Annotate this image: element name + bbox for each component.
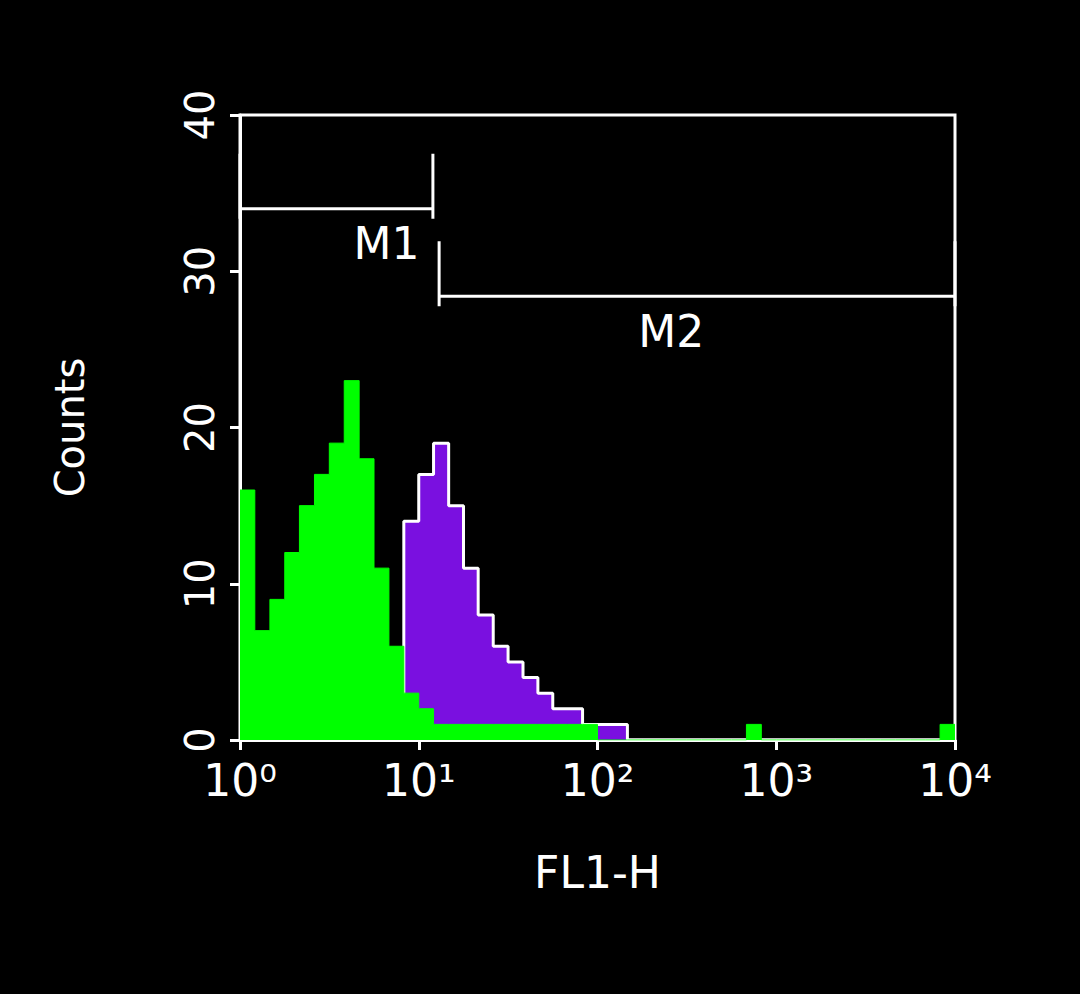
svg-text:10¹: 10¹ (382, 755, 456, 806)
svg-text:M1: M1 (353, 218, 419, 269)
svg-text:M2: M2 (638, 306, 704, 357)
svg-text:Counts: Counts (47, 358, 93, 498)
svg-text:10: 10 (177, 558, 223, 609)
svg-text:10³: 10³ (739, 755, 813, 806)
svg-text:20: 20 (177, 402, 223, 453)
svg-text:10²: 10² (561, 755, 635, 806)
svg-text:0: 0 (177, 727, 223, 752)
svg-text:FL1-H: FL1-H (534, 847, 661, 898)
svg-text:30: 30 (177, 246, 223, 297)
svg-text:10⁰: 10⁰ (203, 755, 277, 806)
svg-text:10⁴: 10⁴ (918, 755, 992, 806)
svg-text:40: 40 (177, 90, 223, 141)
